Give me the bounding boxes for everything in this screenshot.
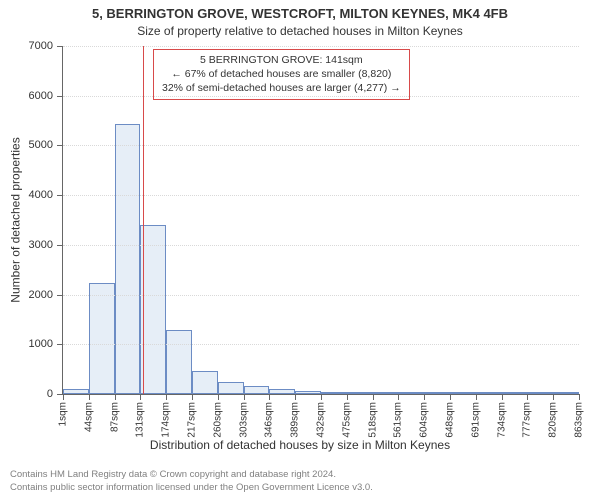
grid-line: [63, 96, 579, 97]
x-tick: [502, 394, 503, 400]
grid-line: [63, 295, 579, 296]
chart-title: 5, BERRINGTON GROVE, WESTCROFT, MILTON K…: [0, 6, 600, 21]
x-tick: [115, 394, 116, 400]
footer-attribution: Contains HM Land Registry data © Crown c…: [10, 469, 373, 494]
x-tick-label: 691sqm: [470, 402, 481, 438]
x-tick: [269, 394, 270, 400]
footer-line-1: Contains HM Land Registry data © Crown c…: [10, 469, 373, 481]
y-tick: [57, 46, 63, 47]
histogram-bar: [269, 389, 295, 394]
y-tick: [57, 295, 63, 296]
y-tick-label: 3000: [29, 239, 53, 251]
x-tick: [89, 394, 90, 400]
histogram-bar: [140, 225, 166, 394]
y-tick: [57, 344, 63, 345]
grid-line: [63, 46, 579, 47]
x-tick-label: 648sqm: [445, 402, 456, 438]
histogram-bar: [347, 392, 373, 394]
x-tick: [450, 394, 451, 400]
x-tick-label: 44sqm: [83, 402, 94, 432]
x-tick: [166, 394, 167, 400]
x-tick: [553, 394, 554, 400]
x-tick-label: 863sqm: [574, 402, 585, 438]
y-tick-label: 4000: [29, 189, 53, 201]
histogram-bar: [218, 382, 244, 394]
histogram-bar: [63, 389, 89, 394]
x-tick-label: 87sqm: [109, 402, 120, 432]
histogram-bar: [115, 124, 141, 394]
chart-subtitle: Size of property relative to detached ho…: [0, 24, 600, 38]
x-tick-label: 734sqm: [496, 402, 507, 438]
x-tick-label: 604sqm: [419, 402, 430, 438]
x-tick-label: 561sqm: [393, 402, 404, 438]
grid-line: [63, 245, 579, 246]
y-axis-label: Number of detached properties: [8, 46, 24, 394]
x-tick: [527, 394, 528, 400]
histogram-bar: [553, 392, 579, 394]
histogram-bar: [502, 392, 528, 394]
histogram-bar: [398, 392, 424, 394]
histogram-bar: [295, 391, 321, 394]
reference-line: [143, 46, 144, 394]
x-tick: [398, 394, 399, 400]
x-tick: [424, 394, 425, 400]
grid-line: [63, 344, 579, 345]
x-tick: [218, 394, 219, 400]
histogram-bar: [450, 392, 476, 394]
annotation-line: 32% of semi-detached houses are larger (…: [162, 81, 401, 95]
x-tick: [244, 394, 245, 400]
y-tick-label: 7000: [29, 40, 53, 52]
x-tick: [63, 394, 64, 400]
x-tick-label: 389sqm: [290, 402, 301, 438]
x-tick-label: 432sqm: [316, 402, 327, 438]
x-tick: [192, 394, 193, 400]
grid-line: [63, 145, 579, 146]
x-tick: [347, 394, 348, 400]
y-tick: [57, 145, 63, 146]
x-tick-label: 303sqm: [238, 402, 249, 438]
x-tick: [295, 394, 296, 400]
histogram-bar: [527, 392, 553, 394]
x-tick: [373, 394, 374, 400]
x-axis-label: Distribution of detached houses by size …: [0, 438, 600, 452]
x-tick-label: 518sqm: [367, 402, 378, 438]
annotation-line: 5 BERRINGTON GROVE: 141sqm: [162, 53, 401, 67]
histogram-bar: [192, 371, 218, 394]
x-tick-label: 260sqm: [212, 402, 223, 438]
footer-line-2: Contains public sector information licen…: [10, 482, 373, 494]
y-tick-label: 2000: [29, 289, 53, 301]
y-tick: [57, 96, 63, 97]
annotation-line: ← 67% of detached houses are smaller (8,…: [162, 67, 401, 81]
plot-area: 5 BERRINGTON GROVE: 141sqm← 67% of detac…: [62, 46, 579, 395]
x-tick-label: 777sqm: [522, 402, 533, 438]
x-tick-label: 346sqm: [264, 402, 275, 438]
annotation-box: 5 BERRINGTON GROVE: 141sqm← 67% of detac…: [153, 49, 410, 100]
x-tick: [579, 394, 580, 400]
x-tick-label: 820sqm: [548, 402, 559, 438]
histogram-bar: [166, 330, 192, 394]
x-tick-label: 1sqm: [58, 402, 69, 426]
histogram-bar: [373, 392, 399, 394]
y-tick: [57, 195, 63, 196]
y-tick-label: 5000: [29, 139, 53, 151]
y-tick-label: 0: [47, 388, 53, 400]
x-tick: [140, 394, 141, 400]
x-tick: [321, 394, 322, 400]
histogram-bar: [244, 386, 270, 394]
x-tick-label: 131sqm: [135, 402, 146, 438]
y-tick-label: 1000: [29, 338, 53, 350]
grid-line: [63, 195, 579, 196]
histogram-bar: [424, 392, 450, 394]
x-tick-label: 174sqm: [161, 402, 172, 438]
x-tick: [476, 394, 477, 400]
histogram-bar: [321, 392, 347, 394]
histogram-bar: [476, 392, 502, 394]
y-tick: [57, 245, 63, 246]
histogram-bar: [89, 283, 115, 394]
x-tick-label: 217sqm: [187, 402, 198, 438]
chart-container: 5, BERRINGTON GROVE, WESTCROFT, MILTON K…: [0, 0, 600, 500]
x-tick-label: 475sqm: [341, 402, 352, 438]
y-tick-label: 6000: [29, 90, 53, 102]
